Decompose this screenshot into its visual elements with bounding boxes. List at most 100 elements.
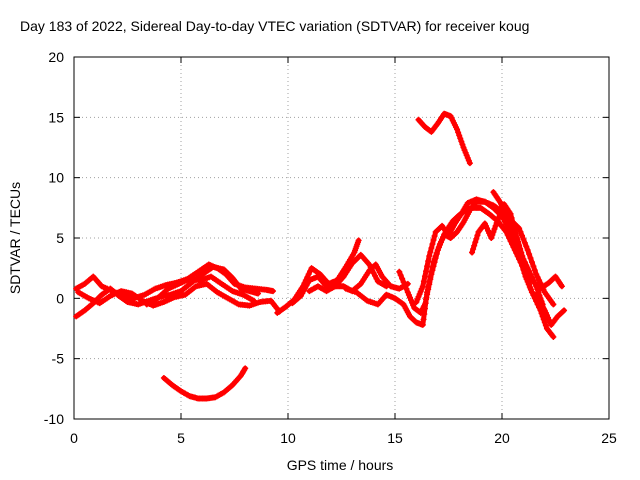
data-point [255,290,262,297]
data-point [493,219,500,226]
data-point [433,251,440,258]
data-point [521,239,528,246]
data-point [355,237,362,244]
data-point [432,255,439,262]
data-point [492,222,499,229]
data-point [455,129,462,136]
data-point [459,141,466,148]
data-point [426,281,433,288]
data-point [400,279,407,286]
series-arc-9 [342,204,557,340]
data-point [469,249,476,256]
data-point [491,225,498,232]
data-point [430,263,437,270]
data-point [527,255,534,262]
data-point [504,213,511,220]
series-arc-5 [160,365,249,402]
data-point [516,253,523,260]
data-point [242,365,249,372]
data-point [424,291,431,298]
x-tick-label: 0 [70,430,78,446]
data-point [458,138,465,145]
data-point [419,321,426,328]
data-point [427,249,434,256]
x-tick-label: 10 [280,430,296,446]
data-point [516,225,523,232]
data-point [520,266,527,273]
data-point [559,308,566,315]
data-point [526,251,533,258]
data-point [424,263,431,270]
data-point [503,210,510,217]
series-arc-12 [415,110,473,167]
data-point [421,273,428,280]
data-point [466,160,473,167]
data-point [419,283,426,290]
data-point [471,242,478,249]
data-point [474,232,481,239]
data-point [523,243,530,250]
data-point [428,245,435,252]
data-point [519,263,526,270]
data-point [401,282,408,289]
data-point [397,272,404,279]
data-point [425,258,432,265]
data-point [507,222,514,229]
data-point [509,228,516,235]
data-point [403,285,410,292]
y-tick-label: 15 [48,109,64,125]
y-axis-label: SDTVAR / TECUs [7,182,23,294]
data-point [506,219,513,226]
data-point [472,239,479,246]
data-point [531,267,538,274]
y-tick-label: -5 [52,351,65,367]
y-tick-label: 10 [48,170,64,186]
x-tick-label: 5 [177,430,185,446]
x-tick-label: 20 [494,430,510,446]
data-point [510,232,517,239]
y-tick-label: 0 [56,290,64,306]
data-point [511,237,518,244]
data-point [541,319,548,326]
data-point [512,241,519,248]
data-point [530,263,537,270]
chart-title: Day 183 of 2022, Sidereal Day-to-day VTE… [20,18,530,34]
x-axis-label: GPS time / hours [287,457,394,473]
data-point [534,274,541,281]
data-point [517,228,524,235]
x-tick-label: 15 [387,430,403,446]
data-point [421,301,428,308]
data-point [550,301,557,308]
data-point [517,256,524,263]
data-point [536,277,543,284]
data-point [241,366,248,373]
data-point [539,313,546,320]
data-point [528,259,535,266]
data-point [505,216,512,223]
data-point [490,228,497,235]
data-point [456,132,463,139]
data-point [524,247,531,254]
y-tick-label: 5 [56,230,64,246]
data-marks [73,110,568,402]
series-arc-14 [490,189,568,328]
grid-lines [74,57,609,419]
data-point [518,259,525,266]
data-point [521,270,528,277]
data-point [423,296,430,303]
data-point [533,271,540,278]
data-point [454,126,461,133]
data-point [457,135,464,142]
series-arc-4 [143,273,257,308]
data-point [430,237,437,244]
data-point [250,297,257,304]
data-point [431,259,438,266]
data-point [520,236,527,243]
y-tick-label: 20 [48,49,64,65]
data-point [305,271,312,278]
data-point [399,275,406,282]
data-point [561,307,568,314]
data-point [427,276,434,283]
data-point [488,235,495,241]
data-point [431,232,438,239]
